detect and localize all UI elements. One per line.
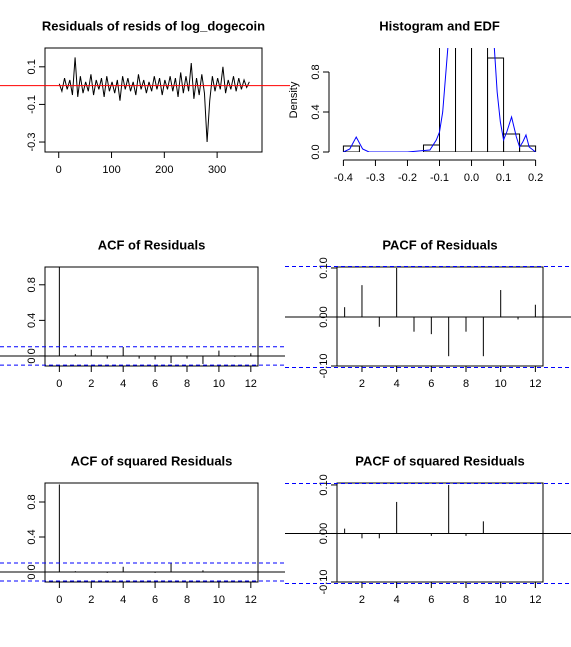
x-tick-label: 0 (56, 594, 62, 606)
x-tick-label: 8 (463, 594, 469, 606)
x-tick-label: 12 (529, 378, 541, 390)
density-line (343, 48, 536, 152)
panel: PACF of squared Residuals 2 4 6 8 10 12 -0.10 0.… (285, 453, 571, 606)
y-tick-label: 0.4 (26, 529, 38, 544)
plot-box (44, 266, 259, 367)
x-tick-label: 0.2 (528, 172, 543, 184)
y-tick-label: 0.8 (26, 494, 38, 509)
y-tick-label: 0.8 (310, 64, 322, 79)
x-tick-label: -0.1 (430, 172, 449, 184)
panel-title: PACF of squared Residuals (355, 453, 525, 468)
x-tick-label: 10 (213, 378, 225, 390)
histogram-bar (503, 133, 521, 152)
x-tick-label: 4 (394, 378, 400, 390)
plot-area (344, 267, 536, 357)
x-tick-label: 12 (245, 594, 257, 606)
panel-title: Histogram and EDF (379, 18, 500, 33)
y-tick-label: -0.3 (26, 133, 38, 152)
x-tick-label: 0.1 (496, 172, 511, 184)
x-tick-label: 4 (120, 594, 126, 606)
histogram-bar (519, 145, 537, 152)
panel: Residuals of resids of log_dogecoin 0 100 2… (0, 18, 290, 176)
y-tick-label: 0.8 (26, 277, 38, 292)
y-tick-label: 0.4 (310, 104, 322, 119)
panel-title: ACF of squared Residuals (71, 453, 233, 468)
plot-area (58, 57, 250, 143)
histogram-bar (487, 57, 505, 152)
panel: Histogram and EDF -0.4 -0.3 -0.2 -0.1 0.0 0.1 0… (288, 18, 543, 184)
x-tick-label: 8 (184, 378, 190, 390)
x-tick-label: -0.3 (366, 172, 385, 184)
x-tick-label: 300 (208, 164, 226, 176)
y-tick-label: 0.0 (310, 144, 322, 159)
y-tick-label: 0.1 (26, 59, 38, 74)
y-tick-label: -0.10 (318, 569, 330, 594)
x-tick-label: 0 (56, 164, 62, 176)
x-tick-label: 6 (152, 594, 158, 606)
x-tick-label: 6 (152, 378, 158, 390)
y-tick-label: 0.10 (318, 257, 330, 278)
x-tick-label: 100 (102, 164, 120, 176)
x-tick-label: 10 (495, 378, 507, 390)
y-axis-label: Density (288, 81, 300, 118)
y-tick-label: 0.4 (26, 313, 38, 328)
x-tick-label: 4 (120, 378, 126, 390)
panel-title: PACF of Residuals (382, 237, 497, 252)
y-tick-label: 0.10 (318, 474, 330, 495)
plot-box (336, 482, 544, 583)
plot-area (58, 484, 252, 573)
x-tick-label: 10 (213, 594, 225, 606)
plot-box (44, 482, 259, 583)
x-tick-label: -0.2 (398, 172, 417, 184)
x-tick-label: 200 (155, 164, 173, 176)
x-tick-label: 10 (495, 594, 507, 606)
plot-area (344, 484, 484, 539)
x-tick-label: 0.0 (464, 172, 479, 184)
y-tick-label: -0.10 (318, 353, 330, 378)
panel-title: Residuals of resids of log_dogecoin (42, 18, 265, 33)
x-tick-label: 12 (245, 378, 257, 390)
plot-area (342, 48, 537, 152)
x-tick-label: 8 (463, 378, 469, 390)
x-tick-label: 2 (359, 594, 365, 606)
histogram-bar (471, 48, 489, 152)
x-tick-label: 0 (56, 378, 62, 390)
x-tick-label: 6 (428, 594, 434, 606)
x-tick-label: 8 (184, 594, 190, 606)
plot-box (44, 47, 263, 153)
x-tick-label: 12 (529, 594, 541, 606)
x-tick-label: 4 (394, 594, 400, 606)
histogram-bar (422, 144, 440, 152)
x-tick-label: 2 (359, 378, 365, 390)
x-tick-label: -0.4 (334, 172, 353, 184)
plot-area (58, 267, 252, 364)
panel-title: ACF of Residuals (98, 237, 206, 252)
x-tick-label: 2 (88, 378, 94, 390)
x-tick-label: 6 (428, 378, 434, 390)
x-tick-label: 2 (88, 594, 94, 606)
histogram-bar (439, 48, 457, 152)
series-line (58, 57, 250, 143)
y-tick-label: -0.1 (26, 95, 38, 114)
